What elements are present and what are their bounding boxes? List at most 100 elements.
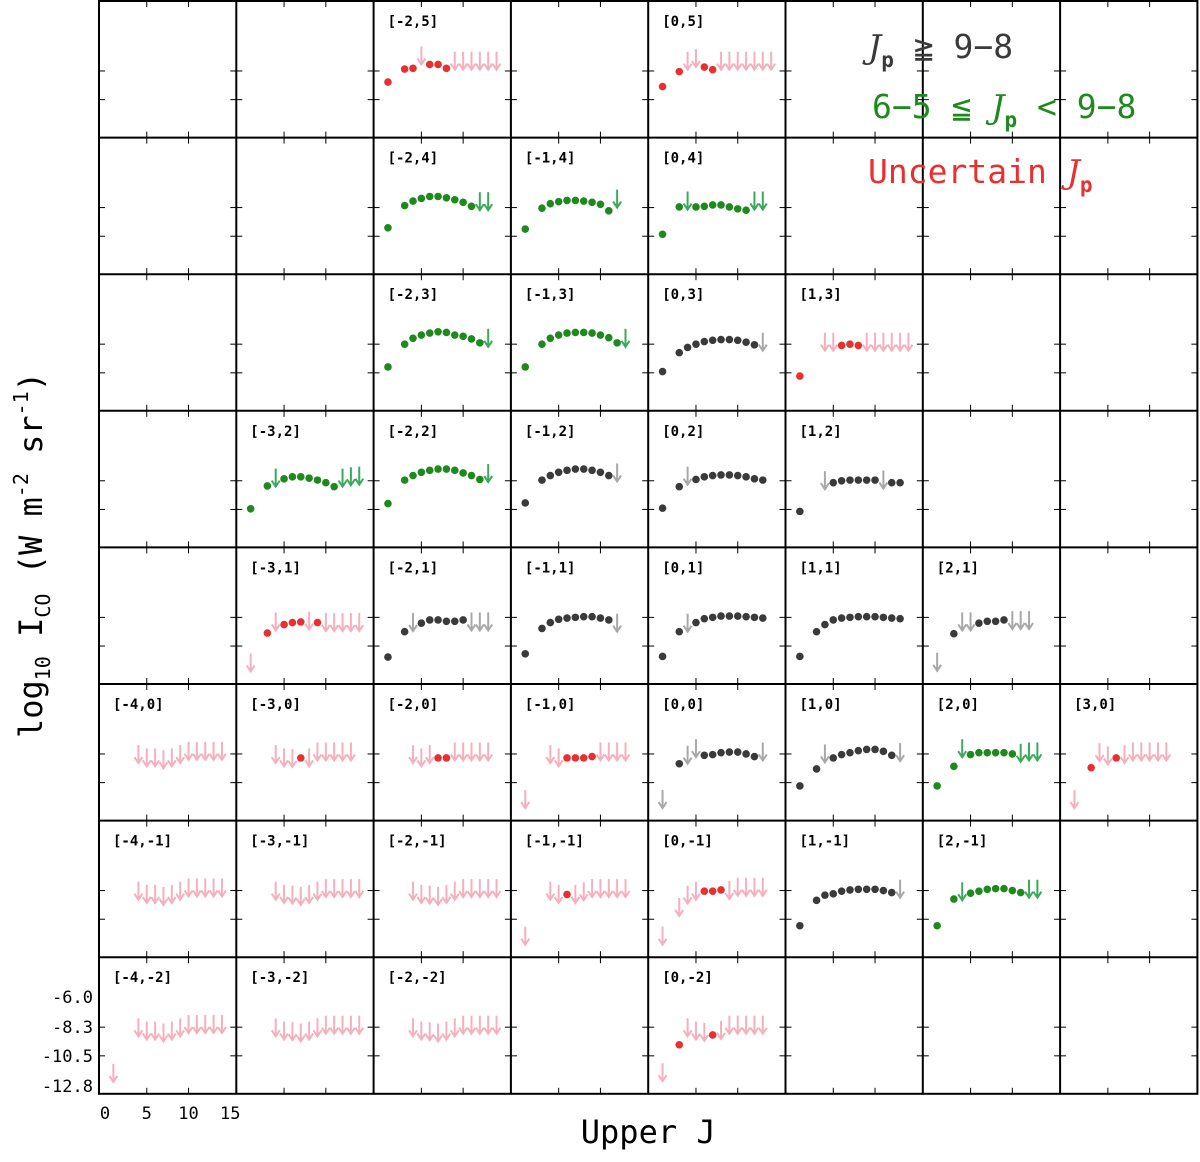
data-point	[296, 754, 305, 762]
data-point	[263, 629, 272, 637]
upper-limit-arrow	[279, 884, 289, 905]
arrow-head	[270, 480, 281, 489]
data-point	[313, 618, 322, 627]
upper-limit-arrow	[699, 1022, 710, 1043]
panel-label: [-1,0]	[525, 697, 576, 713]
upper-limit-arrow	[957, 739, 968, 760]
data-point	[692, 618, 700, 627]
upper-limit-arrow	[757, 1015, 768, 1036]
upper-limit-arrow	[682, 745, 693, 766]
arrow-head	[483, 623, 494, 633]
arrow-head	[141, 759, 152, 769]
arrow-head	[408, 624, 418, 633]
arrow-head	[279, 896, 289, 905]
arrow-head	[475, 623, 485, 633]
upper-limit-arrow	[749, 51, 760, 72]
panels-layer: [-2,5] [0,5] [-2,4] [-1,4] [0,4] [-2,3] [-1,3]…	[108, 14, 1172, 1084]
arrow-head	[408, 756, 418, 765]
data-point	[450, 617, 459, 626]
data-point	[700, 473, 709, 481]
panel-0_0: [0,0]	[657, 697, 768, 810]
data-point	[1000, 748, 1008, 757]
arrow-head	[957, 623, 968, 633]
arrow-head	[133, 893, 144, 902]
upper-limit-arrow	[1103, 746, 1113, 767]
data-point	[837, 614, 846, 622]
arrow-head	[724, 892, 735, 901]
arrow-head	[895, 344, 905, 353]
data-point	[384, 78, 392, 86]
arrow-head	[1161, 753, 1172, 763]
panel-0_3: [0,3]	[658, 287, 768, 376]
upper-limit-arrow	[354, 466, 365, 487]
data-point	[538, 624, 546, 633]
svg-text:log10 ICO (W m-2 sr-1): log10 ICO (W m-2 sr-1)	[9, 372, 55, 738]
upper-limit-arrow	[491, 879, 502, 899]
arrow-head	[620, 753, 631, 763]
data-point	[400, 340, 409, 348]
upper-limit-arrow	[1144, 742, 1155, 763]
upper-limit-arrow	[595, 742, 606, 763]
upper-limit-arrow	[141, 884, 152, 905]
data-point	[708, 201, 717, 209]
upper-limit-arrow	[158, 1023, 169, 1044]
arrow-head	[657, 801, 668, 810]
upper-limit-arrow	[279, 748, 289, 769]
arrow-head	[483, 753, 494, 763]
upper-limit-arrow	[1024, 611, 1034, 631]
panel-label: [-2,2]	[388, 424, 439, 440]
arrow-head	[408, 893, 418, 902]
arrow-head	[1153, 753, 1163, 763]
arrow-head	[612, 201, 622, 210]
data-point	[409, 197, 417, 205]
arrow-head	[337, 480, 348, 489]
data-point	[879, 613, 888, 622]
arrow-head	[329, 890, 340, 899]
data-point	[546, 618, 555, 627]
upper-limit-arrow	[483, 464, 494, 484]
data-point	[837, 750, 846, 759]
upper-limit-arrow	[329, 613, 340, 633]
data-point	[571, 196, 580, 205]
data-point	[879, 747, 888, 756]
data-point	[417, 331, 426, 339]
upper-limit-arrow	[1128, 742, 1138, 763]
arrow-head	[279, 1032, 289, 1042]
data-point	[400, 627, 409, 636]
data-point	[700, 337, 709, 346]
upper-limit-arrow	[287, 748, 298, 769]
arrow-head	[895, 754, 905, 763]
panel-label: [-4,-2]	[113, 970, 172, 986]
panel-m3_0: [-3,0]	[250, 697, 356, 769]
upper-limit-arrow	[612, 613, 622, 634]
data-point	[263, 482, 272, 490]
upper-limit-arrow	[449, 51, 460, 72]
upper-limit-arrow	[321, 742, 331, 763]
data-point	[546, 471, 555, 480]
arrow-head	[321, 890, 331, 899]
arrow-head	[466, 753, 477, 763]
arrow-head	[475, 890, 485, 899]
upper-limit-arrow	[150, 748, 160, 769]
data-point	[700, 614, 709, 623]
upper-limit-arrow	[337, 742, 348, 763]
data-point	[409, 471, 417, 480]
arrow-head	[483, 63, 494, 72]
data-point	[750, 475, 759, 483]
arrow-head	[757, 889, 768, 898]
x-tick-label: 10	[178, 1104, 198, 1124]
panel-label: [-1,3]	[525, 287, 576, 303]
arrow-head	[570, 896, 581, 905]
data-point	[554, 615, 563, 624]
upper-limit-arrow	[295, 886, 306, 907]
upper-limit-arrow	[1015, 743, 1026, 764]
upper-limit-arrow	[682, 51, 693, 72]
data-point	[812, 896, 821, 905]
arrow-head	[166, 1032, 177, 1042]
data-point	[322, 478, 330, 487]
upper-limit-arrow	[408, 881, 418, 902]
panel-label: [-3,1]	[250, 560, 301, 576]
data-point	[758, 476, 767, 484]
arrow-head	[657, 938, 668, 947]
upper-limit-arrow	[520, 926, 531, 947]
